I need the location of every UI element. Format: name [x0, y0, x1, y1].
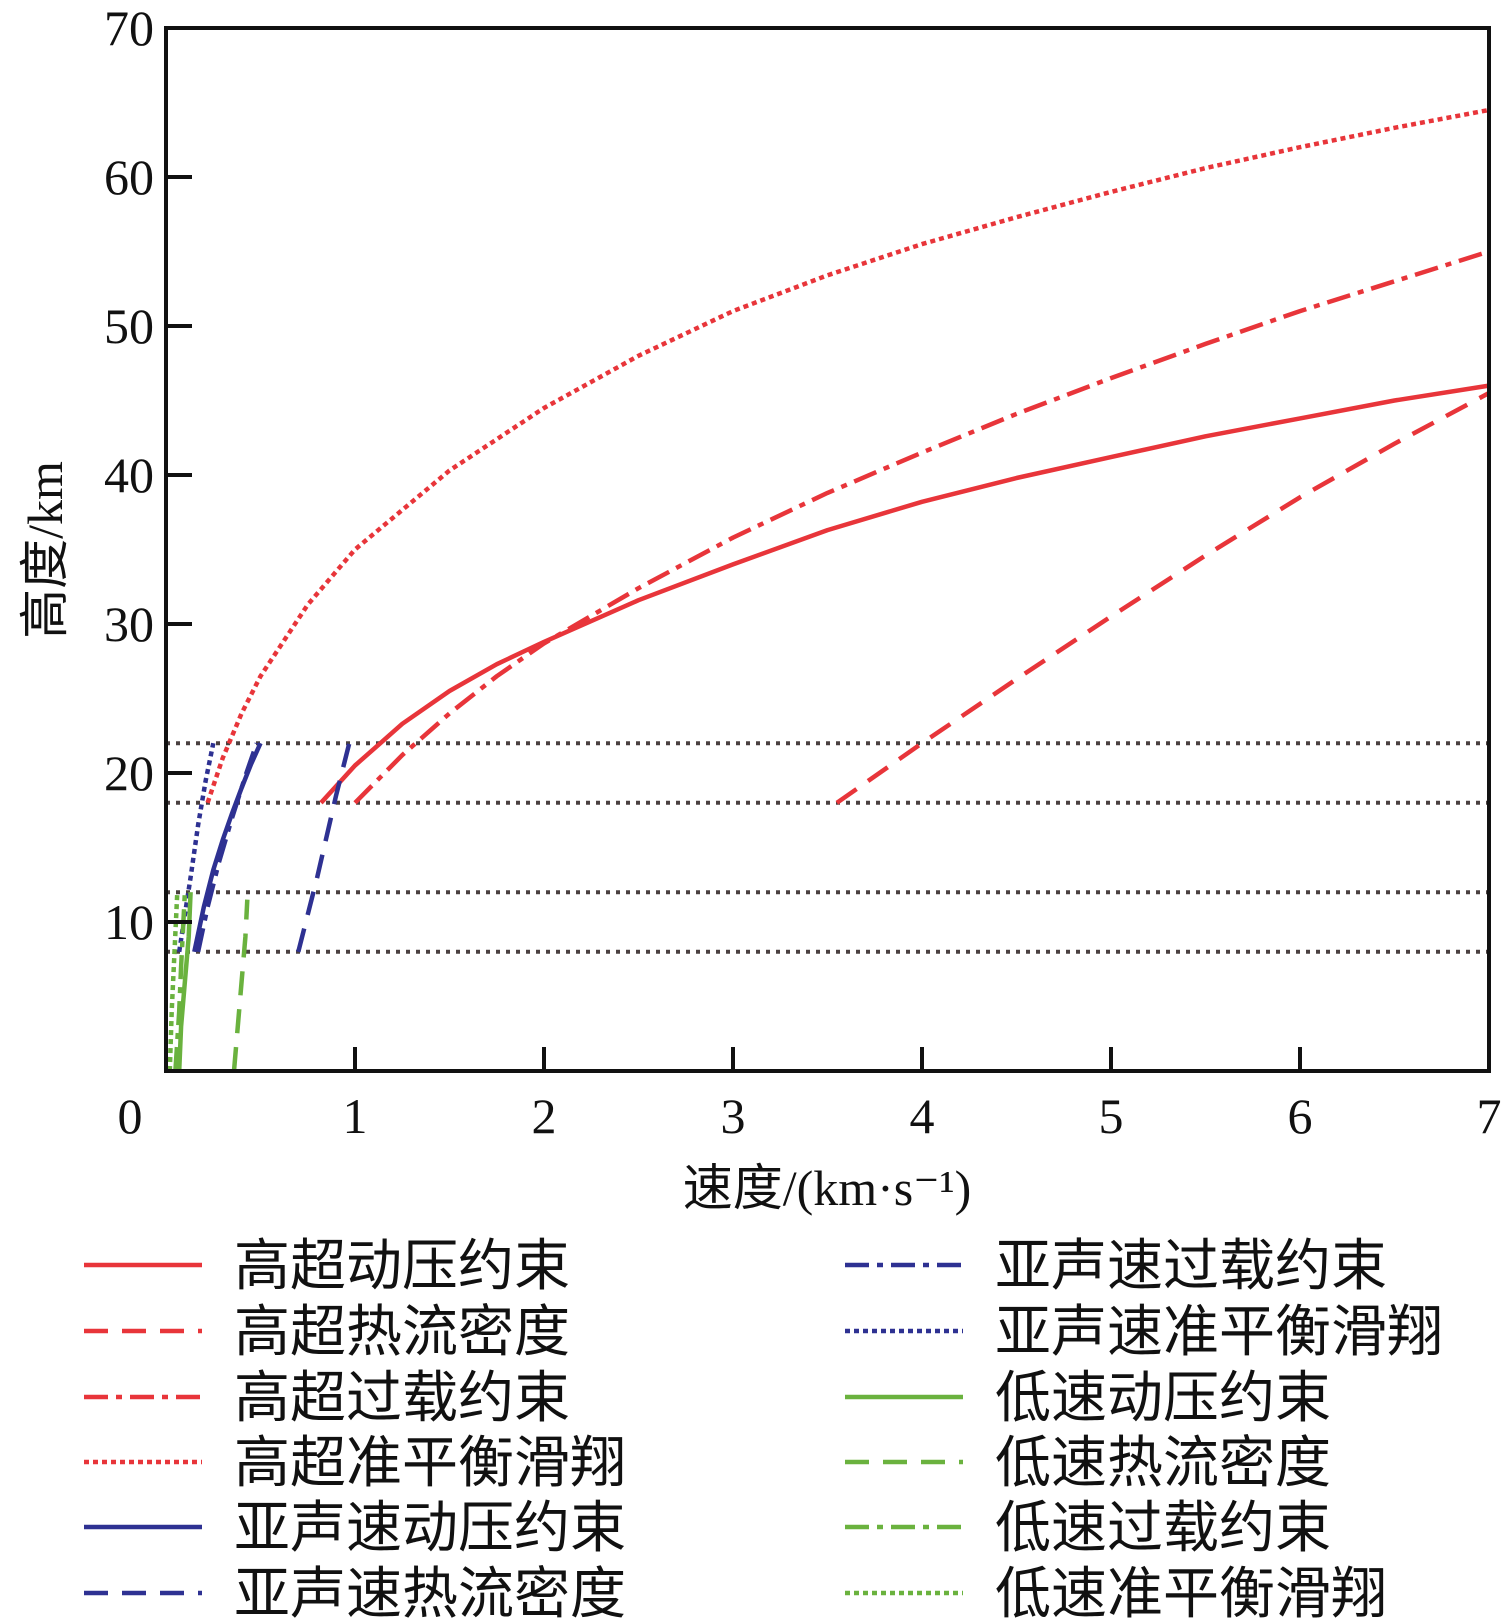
- x-tick-label: 1: [343, 1088, 368, 1144]
- legend-label: 低速动压约束: [995, 1368, 1331, 1430]
- legend-label: 低速过载约束: [995, 1498, 1331, 1560]
- y-tick-label: 10: [104, 894, 154, 950]
- series-line-6: [195, 742, 259, 953]
- x-tick-label: 2: [532, 1088, 557, 1144]
- legend-item: 亚声速过载约束: [845, 1236, 1387, 1298]
- y-tick-label: 50: [104, 298, 154, 354]
- legend-label: 高超过载约束: [234, 1368, 570, 1430]
- series-line-2: [353, 249, 1490, 805]
- legend-label: 低速热流密度: [995, 1433, 1331, 1495]
- y-axis-title: 高度/km: [17, 461, 73, 639]
- legend-item: 高超准平衡滑翔: [84, 1433, 626, 1495]
- legend-item: 低速准平衡滑翔: [845, 1564, 1387, 1623]
- legend-label: 亚声速动压约束: [234, 1498, 626, 1560]
- legend-item: 亚声速准平衡滑翔: [845, 1302, 1443, 1364]
- reference-lines: [166, 741, 1489, 954]
- x-tick-label: 4: [910, 1088, 935, 1144]
- x-axis-title: 速度/(km·s⁻¹): [683, 1160, 972, 1216]
- y-tick-label: 70: [104, 0, 154, 56]
- legend-item: 低速热流密度: [845, 1433, 1331, 1495]
- x-tick-label: 7: [1477, 1088, 1502, 1144]
- legend-item: 高超热流密度: [84, 1302, 570, 1364]
- legend-label: 高超准平衡滑翔: [234, 1433, 626, 1495]
- y-tick-label: 40: [104, 447, 154, 503]
- legend-item: 亚声速动压约束: [84, 1498, 626, 1560]
- series-line-0: [319, 383, 1490, 805]
- legend-label: 低速准平衡滑翔: [995, 1564, 1387, 1623]
- x-tick-label: 0: [118, 1088, 143, 1144]
- series-line-4: [192, 742, 263, 953]
- x-tick-label: 5: [1099, 1088, 1124, 1144]
- series-line-1: [835, 391, 1491, 805]
- legend-label: 亚声速热流密度: [234, 1564, 626, 1623]
- series-line-10: [173, 892, 188, 1072]
- x-tick-label: 3: [721, 1088, 746, 1144]
- series-line-5: [296, 742, 352, 953]
- legend-label: 亚声速准平衡滑翔: [995, 1302, 1443, 1364]
- legend-item: 高超动压约束: [84, 1236, 570, 1298]
- y-tick-label: 20: [104, 745, 154, 801]
- series-line-3: [205, 107, 1490, 804]
- legend-item: 亚声速热流密度: [84, 1564, 626, 1623]
- series-lines: [167, 107, 1491, 1072]
- legend-label: 亚声速过载约束: [995, 1236, 1387, 1298]
- legend-item: 高超过载约束: [84, 1368, 570, 1430]
- series-line-11: [167, 892, 180, 1072]
- plot-frame: [164, 26, 1491, 1073]
- y-tick-label: 60: [104, 149, 154, 205]
- legend-item: 低速过载约束: [845, 1498, 1331, 1560]
- y-tick-label: 30: [104, 596, 154, 652]
- legend-label: 高超热流密度: [234, 1302, 570, 1364]
- legend-label: 高超动压约束: [234, 1236, 570, 1298]
- x-tick-label: 6: [1288, 1088, 1313, 1144]
- legend-item: 低速动压约束: [845, 1368, 1331, 1430]
- series-line-9: [231, 899, 250, 1072]
- ticks: 0 1 2 3 4 5 6 7 10 20 30 40 50 60 70: [104, 0, 1502, 1144]
